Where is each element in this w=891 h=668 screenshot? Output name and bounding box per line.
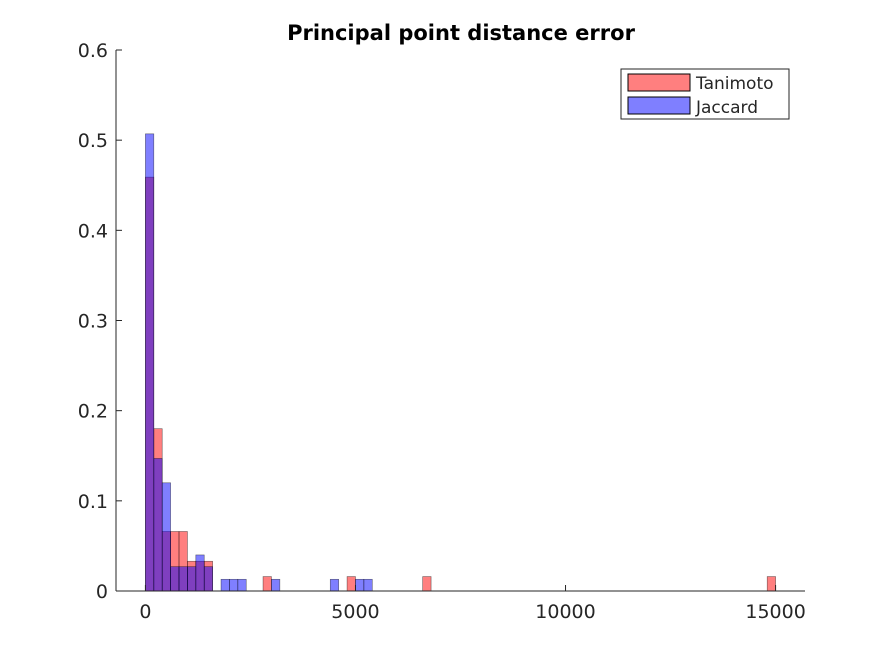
bar-jaccard-2 [161,482,171,592]
bar-jaccard-10 [237,578,247,592]
legend-swatch-tanimoto [627,73,691,92]
bar-jaccard-5 [187,566,197,592]
y-tick-label: 0.6 [78,40,108,62]
x-tick-label: 10000 [535,601,595,623]
bar-jaccard-9 [229,578,239,592]
bar-jaccard-8 [220,578,230,592]
y-tick-label: 0.5 [78,130,108,152]
bar-jaccard-12 [329,578,339,592]
y-tick-label: 0.4 [78,220,108,242]
bar-tanimoto-9 [346,576,356,592]
legend-label-tanimoto: Tanimoto [695,74,774,94]
x-tick-label: 0 [139,601,151,623]
legend-label-jaccard: Jaccard [695,98,758,118]
bar-jaccard-6 [195,554,205,592]
bar-jaccard-3 [170,566,180,592]
axes-layer: 0 0.1 0.2 0.3 0.4 0.5 0.6 0 5000 10000 15000 [78,40,806,623]
bar-jaccard-1 [153,458,163,592]
bar-jaccard-7 [203,566,213,592]
y-tick-label: 0 [96,581,108,603]
legend-swatch-jaccard [627,96,691,115]
bar-tanimoto-11 [766,576,776,592]
y-tick-label: 0.3 [78,311,108,333]
x-tick-label: 15000 [745,601,805,623]
bar-tanimoto-8 [262,576,272,592]
bar-tanimoto-10 [422,576,432,592]
bar-jaccard-13 [355,578,365,592]
y-tick-label: 0.2 [78,401,108,423]
bar-jaccard-0 [145,133,155,592]
legend: Tanimoto Jaccard [620,68,790,120]
bar-jaccard-4 [178,566,188,592]
x-tick-label: 5000 [331,601,379,623]
bar-jaccard-14 [363,578,373,592]
chart-title: Principal point distance error [287,21,635,45]
bar-jaccard-11 [271,578,281,592]
y-tick-label: 0.1 [78,491,108,513]
